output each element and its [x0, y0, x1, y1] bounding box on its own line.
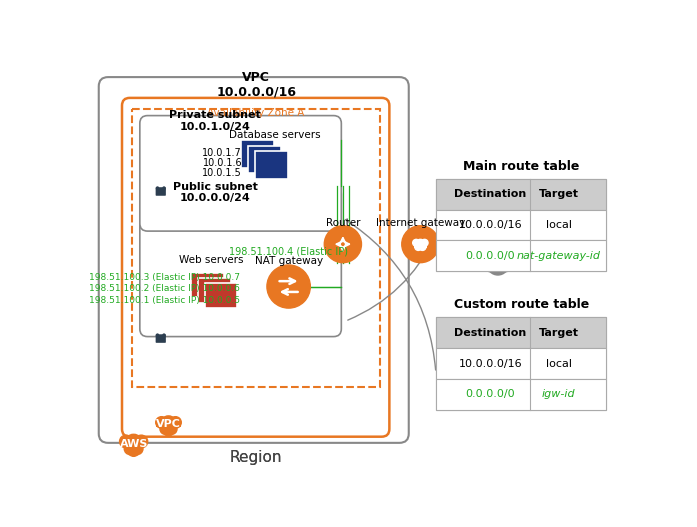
Bar — [132, 110, 380, 387]
Text: Private subnet
10.0.1.0/24: Private subnet 10.0.1.0/24 — [169, 110, 261, 132]
Text: igw-id: igw-id — [542, 389, 576, 399]
Text: 10.0.1.6: 10.0.1.6 — [203, 158, 242, 168]
Text: 198.51.100.3 (Elastic IP) 10.0.0.7: 198.51.100.3 (Elastic IP) 10.0.0.7 — [89, 273, 240, 282]
FancyBboxPatch shape — [140, 115, 342, 231]
Circle shape — [481, 235, 515, 269]
Text: 10.0.0.0/16: 10.0.0.0/16 — [459, 358, 522, 368]
FancyBboxPatch shape — [248, 145, 281, 173]
FancyBboxPatch shape — [255, 151, 288, 179]
Text: Public subnet
10.0.0.0/24: Public subnet 10.0.0.0/24 — [173, 182, 257, 203]
Circle shape — [128, 444, 139, 456]
Text: Region: Region — [230, 450, 282, 465]
Text: 10.0.1.5: 10.0.1.5 — [202, 168, 242, 178]
FancyBboxPatch shape — [205, 284, 238, 308]
Circle shape — [160, 416, 177, 433]
Text: 10.0.1.7: 10.0.1.7 — [202, 148, 242, 158]
Text: local: local — [546, 358, 572, 368]
Circle shape — [120, 435, 132, 448]
Circle shape — [415, 239, 425, 249]
Text: Main route table: Main route table — [463, 160, 579, 172]
Circle shape — [131, 443, 143, 455]
Text: 0.0.0.0/0: 0.0.0.0/0 — [466, 251, 515, 261]
Text: VPC: VPC — [156, 419, 181, 430]
Circle shape — [500, 237, 523, 260]
FancyBboxPatch shape — [122, 98, 390, 437]
Text: Database servers: Database servers — [229, 130, 321, 140]
Text: 0.0.0.0/0: 0.0.0.0/0 — [466, 389, 515, 399]
Text: local: local — [546, 220, 572, 230]
FancyBboxPatch shape — [140, 187, 342, 337]
Text: 198.51.100.4 (Elastic IP): 198.51.100.4 (Elastic IP) — [229, 247, 348, 257]
Text: nat-gateway-id: nat-gateway-id — [516, 251, 601, 261]
Bar — [436, 348, 606, 379]
Bar — [473, 246, 523, 257]
Text: Router: Router — [325, 218, 360, 228]
Circle shape — [124, 434, 143, 453]
Circle shape — [421, 239, 428, 246]
Text: Web servers: Web servers — [179, 256, 243, 266]
Bar — [120, 440, 147, 446]
Circle shape — [166, 424, 177, 434]
Text: Availability Zone A: Availability Zone A — [208, 108, 305, 118]
Circle shape — [413, 239, 420, 246]
Text: Region: Region — [230, 450, 282, 465]
Text: NAT gateway: NAT gateway — [254, 256, 323, 266]
FancyBboxPatch shape — [99, 77, 408, 443]
Text: 10.0.0.0/16: 10.0.0.0/16 — [459, 220, 522, 230]
Bar — [414, 243, 427, 248]
FancyBboxPatch shape — [155, 187, 166, 196]
Circle shape — [169, 417, 181, 428]
Text: Custom route table: Custom route table — [454, 298, 589, 311]
Bar — [436, 317, 606, 348]
Circle shape — [324, 226, 362, 262]
Circle shape — [401, 226, 439, 262]
Circle shape — [473, 237, 496, 260]
Circle shape — [267, 265, 310, 308]
Text: Target: Target — [539, 189, 579, 199]
Circle shape — [419, 243, 426, 250]
Circle shape — [163, 425, 174, 436]
Circle shape — [124, 443, 136, 455]
Bar — [436, 210, 606, 240]
FancyBboxPatch shape — [155, 334, 166, 343]
Bar — [436, 240, 606, 271]
Text: Target: Target — [539, 328, 579, 338]
Circle shape — [160, 424, 171, 434]
Circle shape — [481, 250, 503, 272]
Circle shape — [155, 417, 167, 428]
FancyBboxPatch shape — [198, 278, 231, 302]
Text: 198.51.100.1 (Elastic IP) 10.0.0.5: 198.51.100.1 (Elastic IP) 10.0.0.5 — [89, 296, 240, 305]
Text: Destination: Destination — [454, 189, 526, 199]
Bar — [436, 179, 606, 271]
Bar — [156, 421, 181, 427]
Circle shape — [135, 435, 148, 448]
Circle shape — [415, 243, 422, 250]
Text: Destination: Destination — [454, 328, 526, 338]
FancyBboxPatch shape — [241, 140, 274, 168]
Text: 198.51.100.2 (Elastic IP) 10.0.0.6: 198.51.100.2 (Elastic IP) 10.0.0.6 — [89, 285, 240, 294]
Bar — [436, 379, 606, 409]
Circle shape — [493, 250, 515, 272]
Bar — [436, 317, 606, 409]
Bar — [436, 179, 606, 210]
Circle shape — [487, 253, 509, 275]
Text: Internet gateway: Internet gateway — [376, 218, 465, 228]
Text: VPC
10.0.0.0/16: VPC 10.0.0.0/16 — [216, 71, 296, 99]
Text: AWS: AWS — [119, 438, 148, 448]
FancyBboxPatch shape — [191, 272, 224, 297]
